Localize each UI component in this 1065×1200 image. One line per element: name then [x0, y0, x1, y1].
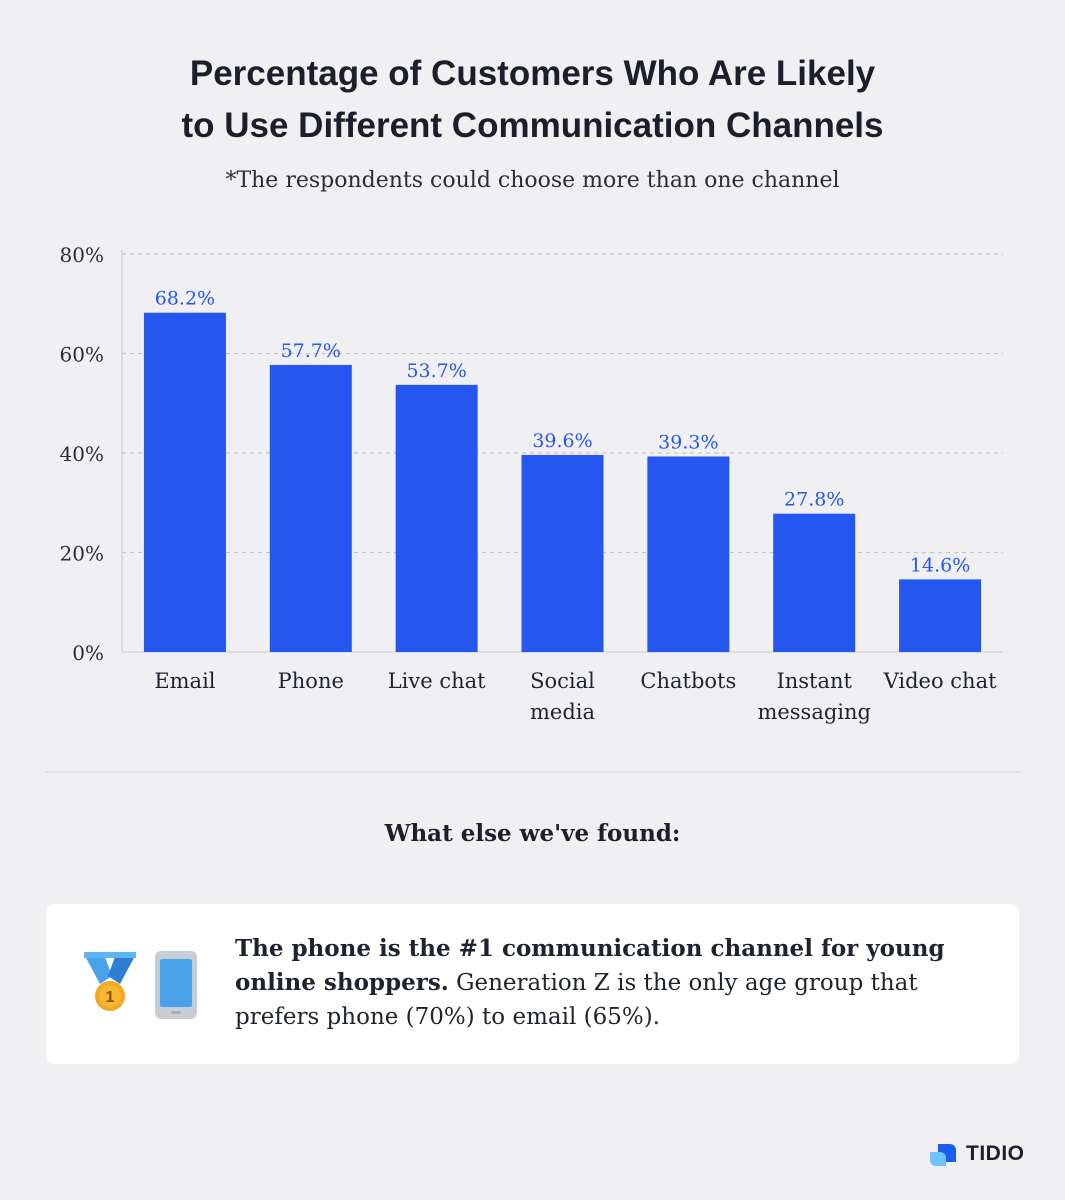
tidio-logo: TIDIO [928, 1140, 1025, 1168]
title-line-2: to Use Different Communication Channels [181, 106, 884, 145]
category-label: Instant [776, 669, 852, 693]
section-divider [45, 771, 1020, 773]
findings-heading: What else we've found: [384, 820, 681, 847]
y-tick-label: 0% [72, 641, 104, 665]
y-tick-label: 40% [60, 442, 104, 466]
finding-card [46, 904, 1019, 1064]
bar [521, 454, 604, 652]
bar [773, 513, 856, 652]
finding-body: Generation Z is the only age group that … [235, 970, 918, 1030]
medal-number: 1 [106, 989, 115, 1006]
bar-value-label: 53.7% [406, 360, 466, 382]
bar [143, 312, 226, 652]
y-tick-label: 20% [60, 542, 104, 566]
bar [647, 456, 730, 652]
bar-value-label: 39.6% [532, 430, 592, 452]
category-label: Email [154, 669, 215, 693]
chart-title: Percentage of Customers Who Are Likely t… [0, 48, 1065, 152]
category-label: Phone [278, 669, 344, 693]
category-label: media [530, 700, 595, 724]
phone-icon [155, 951, 197, 1019]
bar-value-label: 57.7% [281, 340, 341, 362]
bar-value-label: 68.2% [155, 288, 215, 310]
category-label: messaging [757, 700, 871, 724]
bar-chart: 0% 20% 40% 60% 80% 68.2% Email 57.7% Phone 53.7% L… [60, 243, 1003, 724]
y-tick-label: 80% [60, 243, 104, 267]
bar-value-label: 14.6% [910, 554, 970, 576]
title-line-1: Percentage of Customers Who Are Likely [189, 54, 876, 93]
bar [899, 579, 982, 652]
bar [269, 364, 352, 652]
category-label: Live chat [388, 669, 486, 693]
tidio-logo-icon [930, 1144, 956, 1166]
bar-value-label: 27.8% [784, 489, 844, 511]
brand-name: TIDIO [966, 1142, 1025, 1165]
medal-icon: 1 [84, 952, 136, 1011]
finding-text: The phone is the #1 communication channe… [235, 932, 1005, 1034]
bar-value-label: 39.3% [658, 431, 718, 453]
chart-subtitle: *The respondents could choose more than … [225, 168, 840, 193]
category-label: Video chat [883, 669, 998, 693]
finding-bold: The phone is the #1 communication channe… [235, 935, 945, 996]
category-label: Chatbots [640, 669, 736, 693]
y-tick-label: 60% [60, 343, 104, 367]
bar [395, 384, 478, 652]
category-label: Social [530, 669, 595, 693]
